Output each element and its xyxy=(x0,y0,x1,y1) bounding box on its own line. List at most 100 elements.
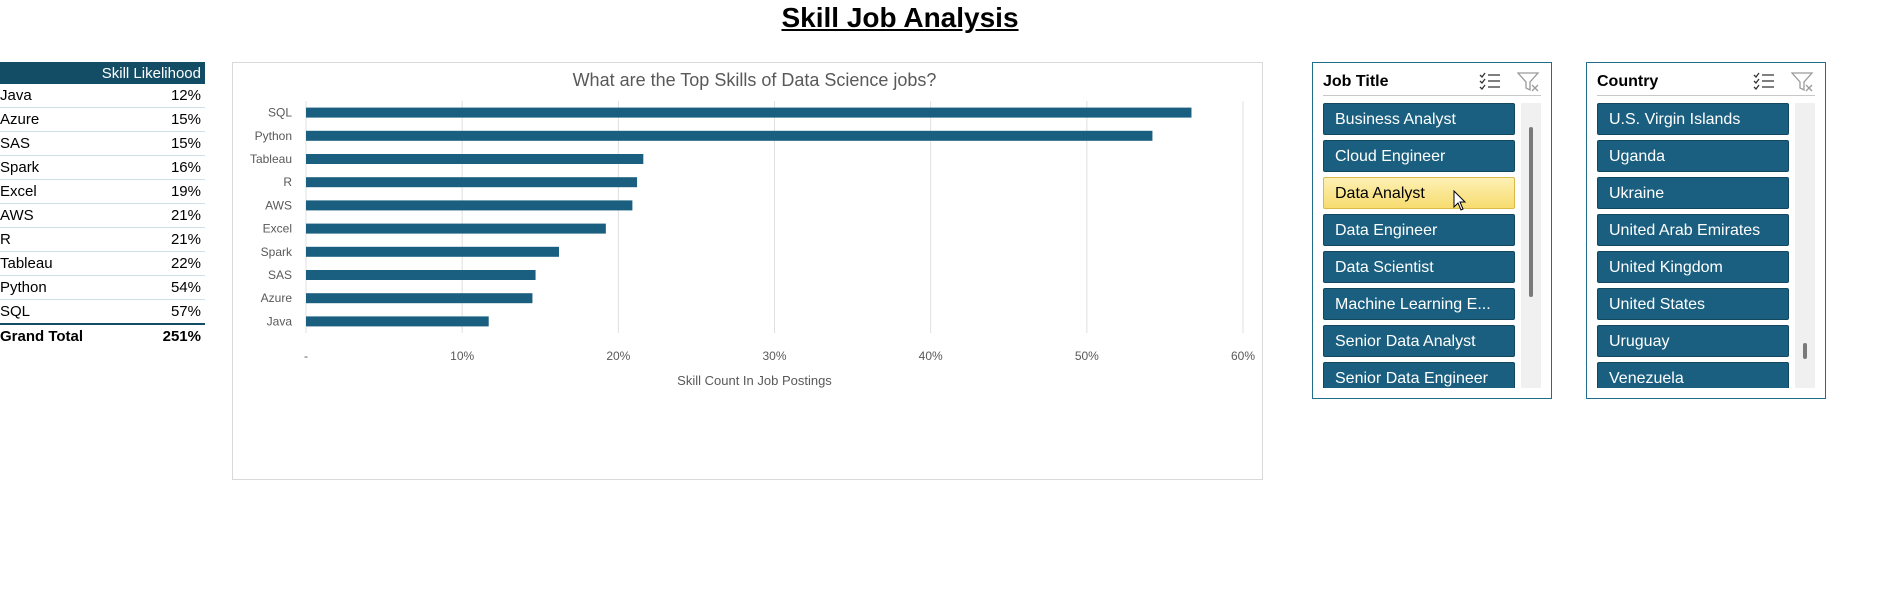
pivot-skill-cell[interactable]: Spark xyxy=(0,155,138,180)
slicer-item[interactable]: Data Engineer xyxy=(1323,214,1515,246)
pivot-value-cell[interactable]: 15% xyxy=(137,107,205,132)
pivot-header-row: Skill Likelihood xyxy=(0,62,205,84)
slicer-item-list: Business Analyst Cloud Engineer Data Analy… xyxy=(1323,103,1515,388)
pivot-row: AWS 21% xyxy=(0,203,205,228)
multi-select-icon[interactable] xyxy=(1753,71,1775,96)
slicer-item[interactable]: United Arab Emirates xyxy=(1597,214,1789,246)
country-slicer[interactable]: Country U.S. Virgin Islands Uganda Ukraine… xyxy=(1586,62,1826,399)
pivot-skill-cell[interactable]: SQL xyxy=(0,299,138,325)
pivot-total-row: Grand Total 251% xyxy=(0,324,205,348)
slicer-item-list: U.S. Virgin Islands Uganda Ukraine United A… xyxy=(1597,103,1789,388)
x-tick-label: - xyxy=(304,349,308,363)
slicer-item[interactable]: United States xyxy=(1597,288,1789,320)
pivot-value-cell[interactable]: 12% xyxy=(137,84,205,108)
category-label: Azure xyxy=(261,291,293,305)
bar xyxy=(306,223,606,234)
pivot-skill-cell[interactable]: Azure xyxy=(0,107,138,132)
pivot-skill-cell[interactable]: SAS xyxy=(0,131,138,156)
category-label: Java xyxy=(267,314,293,328)
slicer-item[interactable]: U.S. Virgin Islands xyxy=(1597,103,1789,135)
bar xyxy=(306,107,1192,118)
category-label: AWS xyxy=(265,198,292,212)
pivot-row: R 21% xyxy=(0,227,205,252)
category-label: Python xyxy=(255,129,292,143)
slicer-header: Job Title xyxy=(1323,71,1541,96)
slicer-scrollbar[interactable] xyxy=(1795,103,1815,388)
pivot-value-cell[interactable]: 57% xyxy=(137,299,205,325)
slicer-title: Country xyxy=(1597,73,1659,90)
bar xyxy=(306,177,638,188)
pivot-value-cell[interactable]: 22% xyxy=(137,251,205,276)
pivot-row: SAS 15% xyxy=(0,131,205,156)
chart-title: What are the Top Skills of Data Science … xyxy=(573,70,937,90)
pivot-value-cell[interactable]: 21% xyxy=(137,203,205,228)
job-title-slicer[interactable]: Job Title Business Analyst Cloud Engineer… xyxy=(1312,62,1552,399)
pivot-skill-cell[interactable]: Excel xyxy=(0,179,138,204)
bar xyxy=(306,246,559,257)
pivot-total-value[interactable]: 251% xyxy=(162,328,201,345)
pivot-header-cell[interactable]: Skill Likelihood xyxy=(0,62,205,84)
pivot-value-cell[interactable]: 15% xyxy=(137,131,205,156)
page-title: Skill Job Analysis xyxy=(781,2,1019,33)
pivot-total-label[interactable]: Grand Total xyxy=(0,328,84,345)
slicer-title: Job Title xyxy=(1323,73,1389,90)
pivot-row: Spark 16% xyxy=(0,155,205,180)
x-tick-label: 10% xyxy=(450,349,474,363)
pivot-value-cell[interactable]: 19% xyxy=(137,179,205,204)
bar xyxy=(306,154,644,164)
pivot-row: Java 12% xyxy=(0,84,205,108)
bar-chart: What are the Top Skills of Data Science … xyxy=(250,70,1255,388)
x-tick-label: 50% xyxy=(1075,349,1099,363)
slicer-item[interactable]: Venezuela xyxy=(1597,362,1789,388)
pivot-skill-cell[interactable]: Java xyxy=(0,84,138,108)
clear-filter-icon[interactable] xyxy=(1790,71,1815,98)
slicer-item[interactable]: Ukraine xyxy=(1597,177,1789,209)
slicer-item[interactable]: Data Analyst xyxy=(1323,177,1515,209)
pivot-value-cell[interactable]: 21% xyxy=(137,227,205,252)
pivot-row: Excel 19% xyxy=(0,179,205,204)
scrollbar-thumb[interactable] xyxy=(1803,343,1807,359)
pivot-skill-cell[interactable]: Python xyxy=(0,275,138,300)
category-label: SAS xyxy=(268,268,292,282)
slicer-item[interactable]: Cloud Engineer xyxy=(1323,140,1515,172)
clear-filter-icon[interactable] xyxy=(1516,71,1541,98)
slicer-scrollbar[interactable] xyxy=(1521,103,1541,388)
mouse-cursor-icon xyxy=(1453,190,1467,211)
pivot-skill-cell[interactable]: AWS xyxy=(0,203,138,228)
pivot-row: Tableau 22% xyxy=(0,251,205,276)
category-label: SQL xyxy=(268,106,292,120)
slicer-item[interactable]: Data Scientist xyxy=(1323,251,1515,283)
multi-select-icon[interactable] xyxy=(1479,71,1501,96)
slicer-item[interactable]: Uganda xyxy=(1597,140,1789,172)
x-tick-label: 20% xyxy=(606,349,630,363)
pivot-row: Python 54% xyxy=(0,275,205,300)
slicer-item[interactable]: United Kingdom xyxy=(1597,251,1789,283)
bar xyxy=(306,130,1153,141)
pivot-row: SQL 57% xyxy=(0,299,205,325)
category-label: Spark xyxy=(261,245,293,259)
pivot-value-cell[interactable]: 54% xyxy=(137,275,205,300)
slicer-item[interactable]: Senior Data Engineer xyxy=(1323,362,1515,388)
x-tick-label: 40% xyxy=(919,349,943,363)
pivot-table: Skill Likelihood Java 12% Azure 15% SAS 15% Sp… xyxy=(0,62,205,348)
slicer-item[interactable]: Uruguay xyxy=(1597,325,1789,357)
category-label: Tableau xyxy=(250,152,292,166)
bar xyxy=(306,316,489,327)
pivot-skill-cell[interactable]: R xyxy=(0,227,138,252)
slicer-item[interactable]: Machine Learning E... xyxy=(1323,288,1515,320)
slicer-item[interactable]: Senior Data Analyst xyxy=(1323,325,1515,357)
slicer-header: Country xyxy=(1597,71,1815,96)
slicer-item[interactable]: Business Analyst xyxy=(1323,103,1515,135)
pivot-skill-cell[interactable]: Tableau xyxy=(0,251,138,276)
scrollbar-thumb[interactable] xyxy=(1529,127,1533,297)
category-label: Excel xyxy=(263,222,292,236)
category-label: R xyxy=(283,175,292,189)
bar xyxy=(306,293,533,304)
pivot-row: Azure 15% xyxy=(0,107,205,132)
pivot-value-cell[interactable]: 16% xyxy=(137,155,205,180)
x-tick-label: 30% xyxy=(762,349,786,363)
x-axis-label: Skill Count In Job Postings xyxy=(677,373,832,388)
bar xyxy=(306,200,633,211)
chart-area[interactable]: What are the Top Skills of Data Science … xyxy=(232,62,1263,480)
x-tick-label: 60% xyxy=(1231,349,1255,363)
